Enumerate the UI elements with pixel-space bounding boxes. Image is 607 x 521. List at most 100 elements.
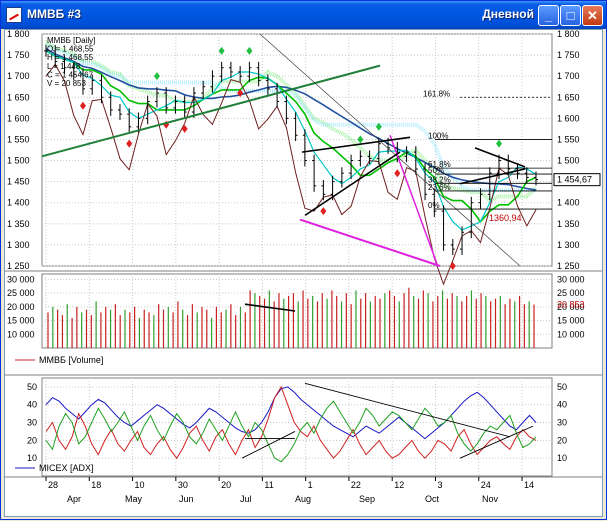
fractal-up-marker — [496, 139, 503, 148]
fractal-down-marker — [181, 124, 188, 133]
y-tick-left: 40 — [27, 400, 37, 410]
price-bar — [450, 239, 455, 256]
price-legend-line: O = 1 468,55 — [47, 45, 94, 54]
price-bar — [90, 74, 95, 95]
x-tick-day: 30 — [178, 480, 188, 490]
price-bar — [321, 179, 326, 201]
price-bar — [145, 95, 150, 125]
x-tick-day: 1 — [308, 480, 313, 490]
y-tick-left: 20 — [27, 435, 37, 445]
price-legend: ММВБ [Daily]O = 1 468,55H = 1 468,55L = … — [47, 36, 95, 88]
y-tick-left: 1 800 — [7, 30, 30, 39]
maximize-button[interactable]: □ — [560, 5, 581, 26]
kijun-line — [45, 50, 537, 223]
y-tick-left: 1 700 — [7, 71, 30, 81]
price-bar — [441, 205, 446, 251]
price-legend-line: L = 1 448 — [47, 62, 81, 71]
x-tick-day: 24 — [481, 480, 491, 490]
y-tick-left: 1 350 — [7, 219, 30, 229]
last-price-box — [553, 173, 601, 187]
y-tick-right: 10 000 — [557, 329, 585, 339]
adx-trend-line — [459, 425, 534, 459]
fib-level-label: 50% — [428, 166, 444, 175]
close-button[interactable]: ✕ — [582, 5, 603, 26]
adx-trend-line — [304, 382, 511, 438]
price-bar — [460, 226, 465, 256]
y-tick-right: 25 000 — [557, 288, 585, 298]
y-tick-right: 1 350 — [557, 219, 580, 229]
price-bar — [117, 104, 122, 121]
trend-line-black — [304, 151, 401, 217]
chart-area[interactable]: 28 18 10 30 20 11 1 22 12 3 24 14 Apr May Jun Jul Aug Sep… — [4, 29, 603, 517]
y-tick-left: 1 300 — [7, 240, 30, 250]
x-tick-month: Nov — [482, 494, 499, 504]
y-tick-right: 20 000 — [557, 302, 585, 312]
y-tick-right: 1 700 — [557, 71, 580, 81]
y-tick-right: 1 550 — [557, 134, 580, 144]
x-tick-day: 28 — [48, 480, 58, 490]
y-tick-left: 1 550 — [7, 134, 30, 144]
y-tick-left: 1 450 — [7, 177, 30, 187]
price-bar — [99, 74, 104, 104]
volume-panel-frame — [41, 273, 553, 349]
di-minus-line — [45, 400, 537, 463]
trend-line-black — [459, 168, 526, 185]
x-tick-month: Jul — [240, 494, 252, 504]
fractal-up-marker — [246, 46, 253, 55]
x-tick-day: 11 — [264, 480, 273, 490]
fractal-down-marker — [237, 89, 244, 98]
price-legend-line: ММВБ [Daily] — [47, 36, 95, 45]
y-tick-right: 1 600 — [557, 113, 580, 123]
x-tick-month: Sep — [359, 494, 375, 504]
fractal-down-marker — [449, 262, 456, 270]
fractal-up-marker — [357, 135, 364, 144]
x-tick-day: 3 — [437, 480, 442, 490]
y-tick-right: 30 — [557, 418, 567, 428]
y-tick-right: 1 750 — [557, 50, 580, 60]
tenkan-line — [45, 50, 537, 231]
volume-last-label: 20 853 — [557, 300, 585, 310]
y-tick-right: 1 500 — [557, 156, 580, 166]
adx-line — [45, 386, 537, 440]
price-bar — [108, 91, 113, 116]
trend-line-black — [301, 136, 411, 153]
y-tick-left: 15 000 — [7, 316, 35, 326]
minimize-button[interactable]: _ — [538, 5, 559, 26]
trend-line-green — [41, 64, 381, 158]
price-bar — [173, 95, 178, 114]
fractal-up-marker — [153, 72, 160, 81]
price-bar — [339, 167, 344, 188]
fractal-down-marker — [126, 139, 133, 148]
y-tick-right: 50 — [557, 382, 567, 392]
last-price-label: 1 454,67 — [557, 175, 592, 185]
x-tick-day: 18 — [91, 480, 101, 490]
y-tick-right: 1 800 — [557, 30, 580, 39]
price-bar — [404, 146, 409, 163]
y-tick-left: 1 400 — [7, 198, 30, 208]
fractal-down-marker — [79, 101, 86, 110]
title-bar[interactable]: ММВБ #3 Дневной _ □ ✕ — [1, 1, 606, 29]
price-bar — [293, 112, 298, 142]
x-tick-month: Aug — [295, 494, 311, 504]
price-bar — [358, 150, 363, 167]
y-tick-right: 30 000 — [557, 274, 585, 284]
fib-level-label: 0% — [428, 201, 440, 210]
price-bar — [80, 68, 85, 95]
price-bar — [367, 150, 372, 165]
price-bar — [44, 44, 48, 57]
volume-legend-label: ММВБ [Volume] — [39, 355, 103, 365]
y-tick-left: 20 000 — [7, 302, 35, 312]
fractal-down-marker — [394, 169, 401, 178]
price-bar — [219, 61, 224, 83]
trend-line-magenta — [299, 218, 441, 267]
fib-level-label: 61.8% — [428, 160, 451, 169]
y-tick-left: 10 000 — [7, 329, 35, 339]
lagging-span-line — [45, 63, 537, 286]
period-label[interactable]: Дневной — [482, 7, 534, 21]
price-bar — [413, 146, 418, 175]
y-tick-right: 10 — [557, 453, 567, 463]
y-tick-left: 30 — [27, 418, 37, 428]
y-tick-left: 1 600 — [7, 113, 30, 123]
